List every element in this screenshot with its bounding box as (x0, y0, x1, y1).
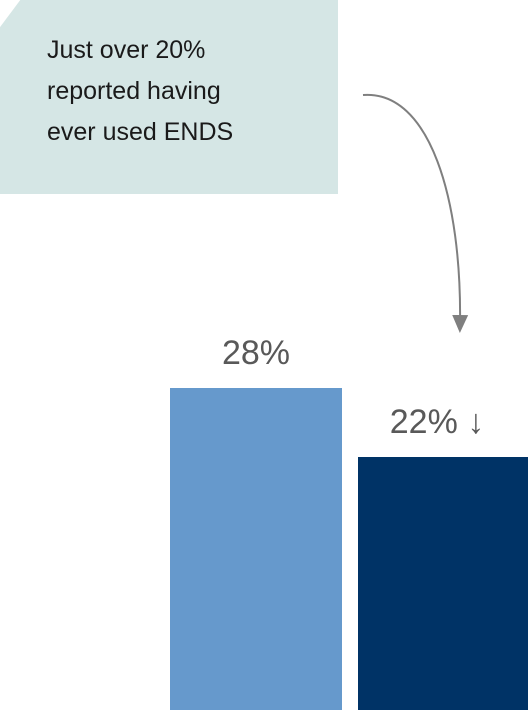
annotation-line-2: reported having (47, 77, 221, 105)
bar-1 (170, 388, 342, 710)
annotation-text: Just over 20% reported having ever used … (47, 30, 327, 153)
bar-1-value-label: 28% (222, 334, 290, 372)
annotation-callout (0, 0, 338, 194)
annotation-line-1: Just over 20% (47, 36, 206, 64)
annotation-arrow (362, 93, 469, 333)
bar-2 (358, 457, 528, 710)
bar-2-value-label: 22% ↓ (390, 403, 485, 441)
annotation-line-3: ever used ENDS (47, 118, 234, 146)
